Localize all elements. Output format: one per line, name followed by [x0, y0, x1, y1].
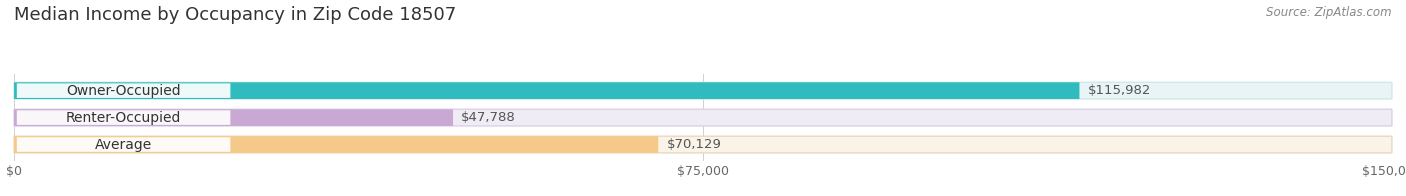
FancyBboxPatch shape	[14, 109, 1392, 126]
FancyBboxPatch shape	[14, 109, 453, 126]
Text: $115,982: $115,982	[1088, 84, 1152, 97]
FancyBboxPatch shape	[17, 83, 231, 98]
Text: $70,129: $70,129	[666, 138, 721, 151]
FancyBboxPatch shape	[14, 136, 1392, 153]
FancyBboxPatch shape	[17, 110, 231, 125]
FancyBboxPatch shape	[14, 136, 658, 153]
FancyBboxPatch shape	[17, 137, 231, 152]
Text: Owner-Occupied: Owner-Occupied	[66, 84, 181, 98]
Text: Average: Average	[96, 138, 152, 152]
Text: Median Income by Occupancy in Zip Code 18507: Median Income by Occupancy in Zip Code 1…	[14, 6, 457, 24]
FancyBboxPatch shape	[14, 82, 1080, 99]
FancyBboxPatch shape	[14, 82, 1392, 99]
Text: Renter-Occupied: Renter-Occupied	[66, 111, 181, 125]
Text: Source: ZipAtlas.com: Source: ZipAtlas.com	[1267, 6, 1392, 19]
Text: $47,788: $47,788	[461, 111, 516, 124]
